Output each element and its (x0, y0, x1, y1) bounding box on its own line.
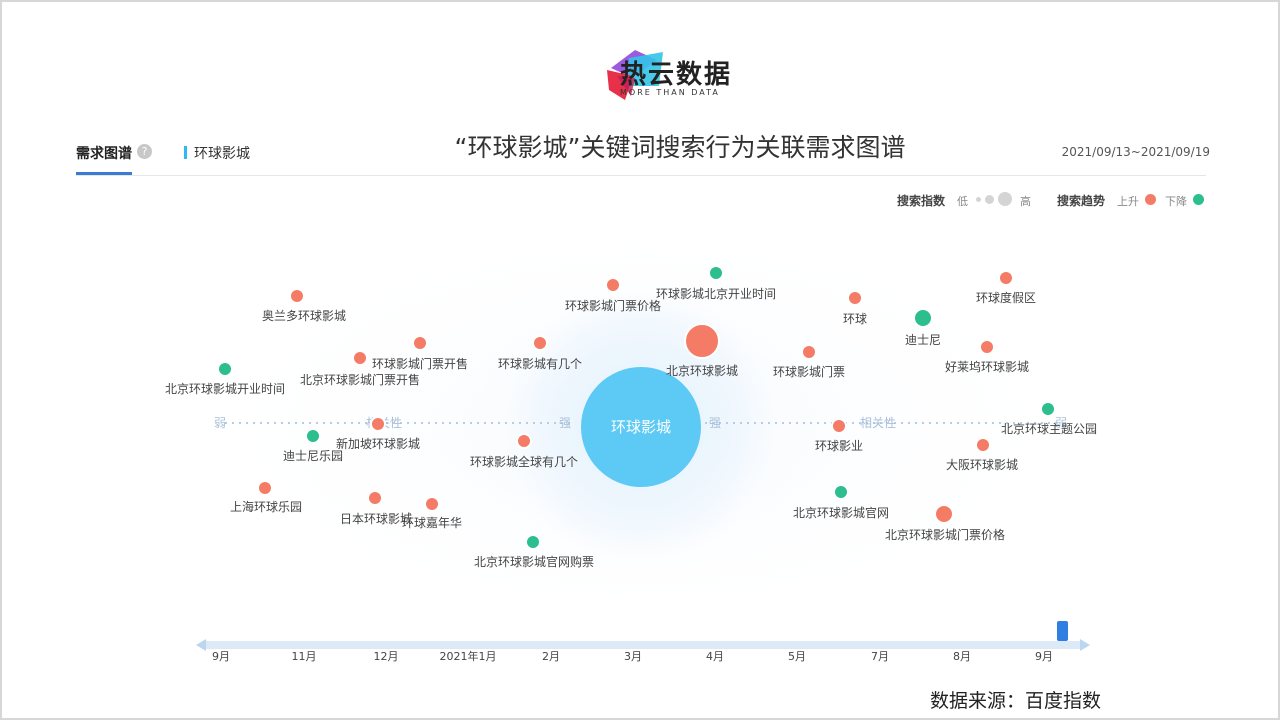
node-label: 环球影城有几个 (498, 357, 582, 371)
node-label: 环球影城门票 (773, 364, 845, 379)
node-dot[interactable] (709, 266, 723, 280)
node-dot[interactable] (976, 438, 990, 452)
node-dot[interactable] (258, 481, 272, 495)
axis-strong-left: 强 (559, 416, 571, 430)
node-label: 环球影业 (815, 439, 863, 453)
node-dot[interactable] (290, 289, 304, 303)
timeline-right-arrow-icon[interactable] (1080, 639, 1090, 651)
node-dot[interactable] (533, 336, 547, 350)
timeline-handle-icon[interactable] (1057, 621, 1068, 641)
node-label: 上海环球乐园 (230, 499, 302, 514)
node-label: 迪士尼 (905, 333, 941, 347)
node-dot[interactable] (685, 324, 719, 358)
node-dot[interactable] (848, 291, 862, 305)
node-label: 大阪环球影城 (946, 458, 1018, 472)
node-label: 北京环球影城门票开售 (300, 372, 420, 387)
node-label: 北京环球影城 (666, 364, 738, 378)
node-label: 北京环球影城官网 (793, 505, 889, 520)
node-label: 北京环球影城官网购票 (474, 554, 594, 569)
node-dot[interactable] (606, 278, 620, 292)
timeline-month-label: 8月 (953, 650, 971, 663)
node-dot[interactable] (218, 362, 232, 376)
timeline-months: 9月 11月 12月 2021年1月 2月 3月 4月 5月 7月 8月 9月 (212, 649, 1053, 663)
node-label: 环球影城全球有几个 (470, 454, 578, 469)
timeline-month-label: 4月 (706, 650, 724, 663)
timeline-left-arrow-icon[interactable] (196, 639, 206, 651)
node-dot[interactable] (935, 505, 953, 523)
node-label: 环球度假区 (976, 290, 1036, 305)
node-label: 好莱坞环球影城 (945, 359, 1029, 374)
timeline-month-label: 11月 (292, 650, 317, 663)
node-dot[interactable] (834, 485, 848, 499)
node-label: 环球影城门票开售 (372, 356, 468, 371)
timeline-month-label: 3月 (624, 650, 642, 663)
timeline-month-label: 5月 (788, 650, 806, 663)
data-source: 数据来源：百度指数 (930, 686, 1101, 713)
node-dot[interactable] (526, 535, 540, 549)
node-label: 环球嘉年华 (402, 516, 462, 530)
node-label: 迪士尼乐园 (283, 449, 343, 463)
node-label: 环球影城门票价格 (565, 298, 661, 313)
node-dot[interactable] (914, 309, 932, 327)
timeline-month-label: 2021年1月 (440, 649, 497, 663)
timeline-month-label: 9月 (212, 650, 230, 663)
node-label: 奥兰多环球影城 (262, 309, 346, 323)
timeline-month-label: 7月 (871, 650, 889, 663)
timeline-month-label: 2月 (542, 650, 560, 663)
node-label: 新加坡环球影城 (336, 436, 420, 451)
node-dot[interactable] (306, 429, 320, 443)
timeline-month-label: 12月 (374, 650, 399, 663)
node-label: 环球 (843, 312, 867, 326)
node-label: 北京环球影城开业时间 (165, 382, 285, 396)
timeline-month-label: 9月 (1035, 650, 1053, 663)
node-dot[interactable] (980, 340, 994, 354)
axis-strong-right: 强 (709, 416, 721, 430)
node-dot[interactable] (1041, 402, 1055, 416)
node-dot[interactable] (353, 351, 367, 365)
node-dot[interactable] (999, 271, 1013, 285)
node-dot[interactable] (832, 419, 846, 433)
axis-relevance-right: 相关性 (860, 416, 896, 430)
node-label: 北京环球主题公园 (1001, 422, 1097, 436)
node-dot[interactable] (517, 434, 531, 448)
node-dot[interactable] (413, 336, 427, 350)
node-label: 环球影城北京开业时间 (656, 287, 776, 301)
node-dot[interactable] (368, 491, 382, 505)
node-dot[interactable] (802, 345, 816, 359)
node-dot[interactable] (425, 497, 439, 511)
node-dot[interactable] (371, 417, 385, 431)
center-node-label: 环球影城 (611, 418, 671, 436)
node-label: 北京环球影城门票价格 (885, 527, 1005, 542)
axis-weak-left: 弱 (214, 416, 226, 430)
